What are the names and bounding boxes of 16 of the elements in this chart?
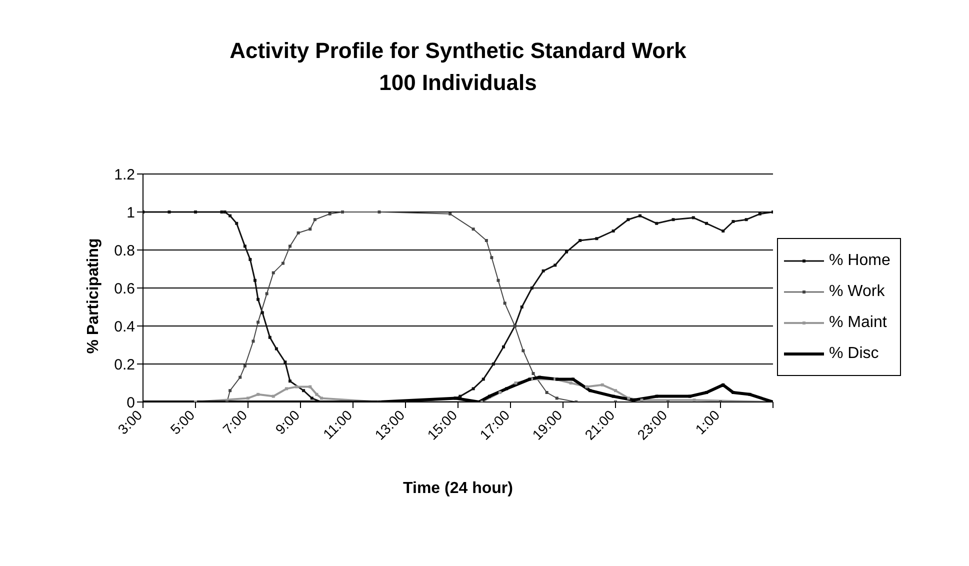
y-tick-label: 0.2 — [114, 356, 135, 374]
legend-label: % Work — [829, 282, 885, 300]
x-tick-label: 9:00 — [272, 406, 303, 438]
chart-title: Activity Profile for Synthetic Standard Work 100 Individuals — [228, 37, 688, 97]
legend-label: % Home — [829, 252, 890, 270]
y-tick-label: 0.4 — [114, 318, 135, 336]
legend-label: % Disc — [829, 344, 879, 362]
y-tick-label: 1 — [126, 204, 135, 222]
x-axis-title: Time (24 hour) — [402, 480, 514, 498]
y-tick-label: 1.2 — [114, 166, 135, 184]
y-axis-title: % Participating — [85, 238, 103, 354]
y-tick-label: 0.8 — [114, 242, 135, 260]
x-tick-label: 7:00 — [220, 406, 250, 438]
x-tick-label: 5:00 — [167, 406, 198, 438]
legend-label: % Maint — [829, 314, 887, 332]
y-tick-label: 0.6 — [114, 280, 135, 298]
